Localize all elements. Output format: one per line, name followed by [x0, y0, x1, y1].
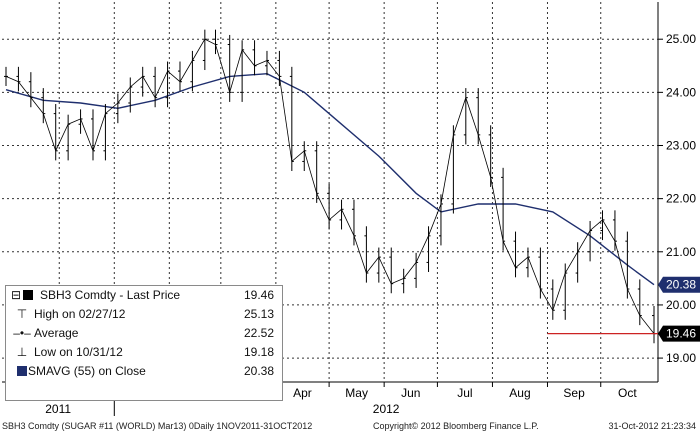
- y-tick-label: 25.00: [666, 32, 696, 46]
- year-label: 2011: [45, 402, 71, 416]
- sma-value-tag-bg: [658, 276, 700, 293]
- legend-row-sma: SMAVG (55) on Close 20.38: [6, 362, 282, 381]
- price-close-path: [5, 38, 655, 334]
- x-tick-label: Apr: [293, 386, 312, 400]
- y-tick-label: 23.00: [666, 138, 696, 152]
- legend-value: 20.38: [243, 364, 274, 378]
- legend-value: 19.46: [243, 288, 274, 302]
- legend-row-high: ⊤ High on 02/27/12 25.13: [6, 305, 282, 324]
- x-tick-label: Sep: [563, 386, 585, 400]
- legend-row-low: ⊥ Low on 10/31/12 19.18: [6, 343, 282, 362]
- high-marker-icon: ⊤: [16, 307, 28, 321]
- x-tick-label: Aug: [509, 386, 530, 400]
- x-tick-label: Jun: [401, 386, 420, 400]
- low-marker-icon: ⊥: [16, 345, 28, 359]
- last-price-tag: 19.46: [666, 327, 696, 341]
- sma-swatch-icon: [10, 362, 34, 381]
- footer-copyright: Copyright© 2012 Bloomberg Finance L.P.: [373, 421, 539, 431]
- average-marker-icon: –•–: [13, 326, 31, 340]
- x-tick-label: Oct: [618, 386, 637, 400]
- x-tick-label: Jul: [457, 386, 472, 400]
- legend-box: ⊟ SBH3 Comdty - Last Price 19.46 ⊤ High …: [5, 285, 283, 401]
- sma-value-tag: 20.38: [666, 278, 696, 292]
- legend-label: Low on 10/31/12: [34, 345, 123, 359]
- footer-bar: SBH3 Comdty (SUGAR #11 (WORLD) Mar13) 0D…: [0, 418, 700, 434]
- legend-label: SBH3 Comdty - Last Price: [40, 288, 181, 302]
- y-tick-label: 21.00: [666, 245, 696, 259]
- footer-timestamp: 31-Oct-2012 21:23:34: [608, 421, 696, 431]
- footer-ticker-info: SBH3 Comdty (SUGAR #11 (WORLD) Mar13) 0D…: [2, 421, 313, 431]
- y-tick-label: 22.00: [666, 192, 696, 206]
- legend-value: 25.13: [243, 307, 274, 321]
- legend-label: Average: [34, 326, 79, 340]
- last-price-swatch-icon: ⊟: [10, 286, 34, 305]
- last-price-tag-bg: [658, 325, 700, 342]
- y-tick-label: 19.00: [666, 351, 696, 365]
- y-tick-label: 24.00: [666, 85, 696, 99]
- legend-label: SMAVG (55) on Close: [28, 364, 146, 378]
- legend-label: High on 02/27/12: [34, 307, 126, 321]
- year-label: 2012: [373, 402, 400, 416]
- legend-row-last-price: ⊟ SBH3 Comdty - Last Price 19.46: [6, 286, 282, 305]
- y-tick-label: 20.00: [666, 298, 696, 312]
- legend-row-average: –•– Average 22.52: [6, 324, 282, 343]
- legend-value: 22.52: [243, 326, 274, 340]
- legend-value: 19.18: [243, 345, 274, 359]
- x-tick-label: May: [345, 386, 368, 400]
